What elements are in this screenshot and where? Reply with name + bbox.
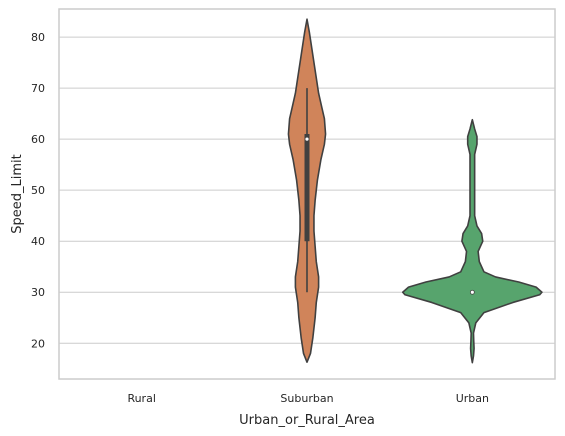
x-tick-labels: Rural Suburban Urban [127, 392, 489, 405]
y-tick-labels: 20 30 40 50 60 70 80 [31, 31, 45, 350]
y-tick-label: 40 [31, 235, 45, 248]
x-tick-label: Suburban [280, 392, 333, 405]
y-tick-label: 50 [31, 184, 45, 197]
x-tick-label: Rural [127, 392, 155, 405]
x-axis-label: Urban_or_Rural_Area [239, 413, 375, 428]
y-tick-label: 30 [31, 286, 45, 299]
plot-frame [58, 8, 556, 380]
y-tick-label: 20 [31, 337, 45, 350]
violins [287, 18, 543, 364]
y-axis-label: Speed_Limit [10, 154, 25, 233]
y-tick-label: 80 [31, 31, 45, 44]
y-tick-label: 60 [31, 133, 45, 146]
x-tick-label: Urban [456, 392, 489, 405]
violin-urban [401, 118, 543, 364]
y-tick-label: 70 [31, 82, 45, 95]
violin-median-point [469, 289, 475, 295]
violin-median-point [304, 136, 310, 142]
